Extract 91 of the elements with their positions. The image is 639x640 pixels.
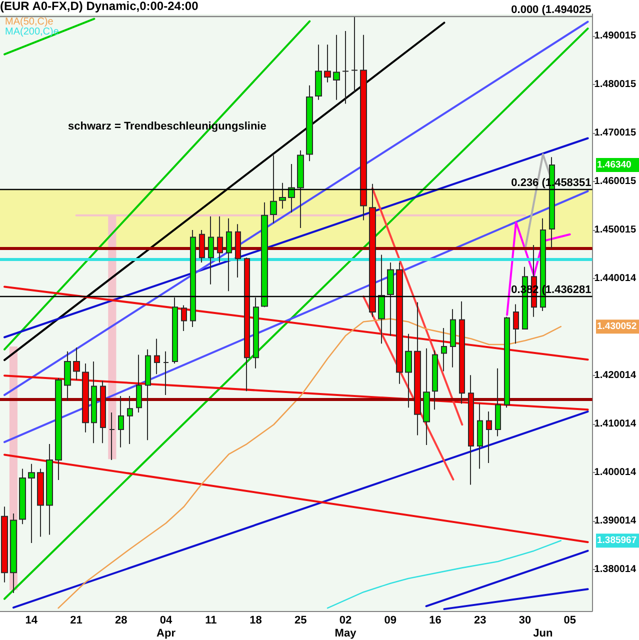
candlestick [279, 182, 286, 210]
text: MA(50,C)e [5, 16, 54, 28]
y-tick-label: 1.460015 [594, 176, 636, 187]
text: 1.46340 [597, 159, 632, 170]
y-tick-label: 1.390014 [594, 516, 636, 527]
candlestick [378, 254, 385, 344]
candlestick [459, 300, 465, 404]
candlestick [55, 378, 62, 480]
candlestick [1, 506, 8, 583]
x-tick-label: 16 [429, 614, 442, 626]
x-tick-label: 05 [564, 614, 576, 626]
y-tick-label: 1.440014 [594, 272, 636, 284]
y-tick-label: 1.490015 [594, 30, 636, 42]
x-tick-label: Jun [533, 628, 553, 640]
x-tick-label: 04 Apr [156, 614, 176, 640]
candlestick [396, 262, 403, 384]
x-tick-label: 28 [115, 614, 128, 626]
candlestick [450, 308, 456, 368]
candlestick [154, 338, 160, 375]
y-tick-label: 1.420014 [594, 370, 636, 382]
candlestick [387, 262, 394, 336]
x-tick-label: 25 [294, 614, 307, 626]
text: MA(200,C)e [5, 26, 60, 38]
candlestick [127, 395, 133, 445]
candlestick [297, 150, 304, 229]
y-tick-label: 1.400014 [594, 467, 636, 478]
candlestick [351, 16, 358, 93]
candlestick [100, 380, 106, 444]
candlestick [513, 304, 519, 344]
x-tick-label: 09 [384, 614, 396, 626]
candlestick [324, 44, 331, 83]
candlestick [405, 333, 412, 408]
candlestick [432, 350, 438, 410]
candlestick [172, 296, 178, 364]
candlestick [217, 216, 223, 264]
line-series [326, 540, 562, 609]
text: 1.385967 [597, 535, 637, 546]
y-tick-label: 1.470015 [594, 127, 636, 138]
text: 1.430052 [597, 321, 637, 332]
candlestick [109, 412, 115, 461]
candlestick [333, 34, 340, 100]
x-tick-label: 11 [205, 614, 217, 626]
ref-line-label: 0.000 (1.494025 [511, 4, 592, 16]
y-tick-label: 1.380014 [594, 564, 636, 576]
candlestick [244, 257, 250, 392]
x-tick-label: 14 [25, 614, 38, 626]
candlestick [468, 374, 474, 486]
candlestick [342, 30, 349, 104]
candlestick [208, 216, 214, 285]
candlestick [423, 348, 430, 446]
x-tick-label: 21 [70, 614, 82, 626]
candlestick [91, 361, 97, 444]
x-tick-label: 23 [474, 614, 486, 626]
candlestick [226, 218, 232, 292]
candlestick [163, 350, 169, 396]
candlestick [19, 468, 26, 525]
candlestick [46, 444, 53, 536]
candlestick [145, 348, 151, 441]
candlestick [64, 350, 71, 402]
candlestick [441, 328, 447, 372]
candlestick [82, 362, 89, 433]
candlestick [486, 411, 492, 464]
x-tick-label: 02 May [334, 614, 358, 640]
chart-title: (EUR A0-FX,D) Dynamic,0:00-24:00 [0, 0, 199, 13]
candlestick [181, 304, 187, 332]
candlestick [28, 463, 35, 544]
candlestick [477, 403, 483, 470]
line-series [58, 318, 562, 609]
candlestick [306, 84, 313, 162]
candlestick [270, 154, 277, 224]
candlestick [261, 202, 268, 308]
candlestick [199, 229, 205, 264]
candlestick [369, 183, 376, 318]
candlestick [235, 224, 241, 278]
candlestick [504, 316, 510, 408]
candlestick [253, 296, 259, 369]
candlestick [136, 354, 142, 413]
x-tick-label: 30 [518, 614, 532, 626]
candlestick [495, 368, 501, 437]
candlestick [315, 44, 322, 100]
candlestick [190, 229, 196, 328]
candlestick [360, 34, 367, 221]
candlestick [73, 346, 80, 380]
y-tick-label: 1.450015 [594, 224, 636, 236]
candlestick [118, 395, 124, 448]
y-tick-label: 1.410014 [594, 418, 636, 430]
candlestick [414, 302, 421, 436]
candlestick [288, 163, 295, 214]
y-tick-label: 1.480015 [594, 78, 636, 90]
x-tick-label: 18 [250, 614, 262, 626]
candlestick [37, 468, 44, 538]
